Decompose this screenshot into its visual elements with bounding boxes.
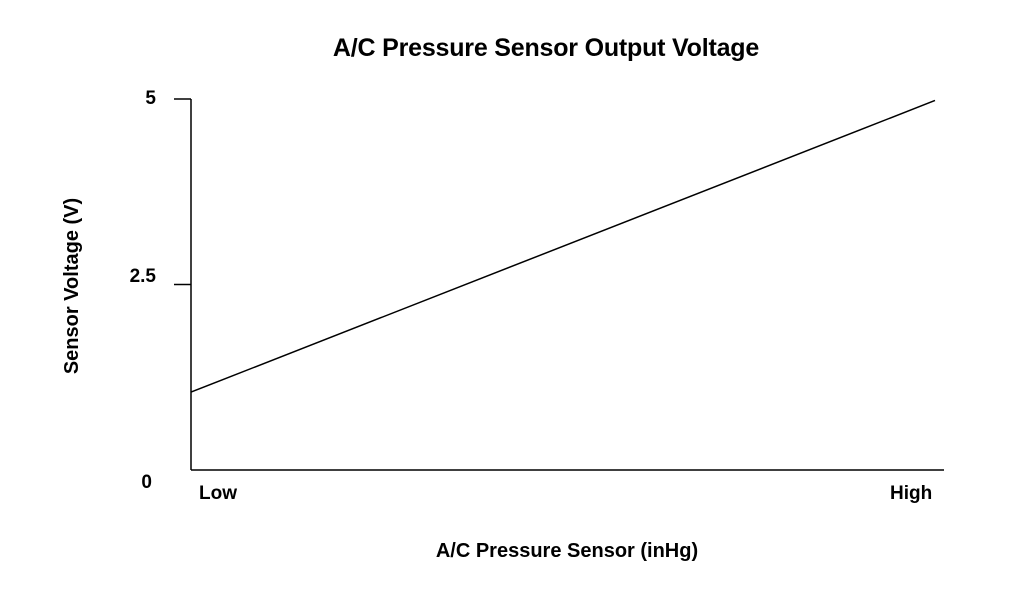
x-axis-label: A/C Pressure Sensor (inHg) bbox=[435, 540, 699, 562]
series-line bbox=[190, 99, 936, 393]
x-tick-label-low: Low bbox=[199, 483, 237, 504]
chart-title: A/C Pressure Sensor Output Voltage bbox=[332, 34, 760, 62]
y-tick-label: 0 bbox=[141, 472, 152, 493]
x-tick-label-high: High bbox=[890, 483, 933, 504]
y-tick-label: 2.5 bbox=[129, 266, 156, 287]
y-tick-label: 5 bbox=[145, 88, 156, 109]
y-axis-label: Sensor Voltage (V) bbox=[61, 197, 83, 375]
